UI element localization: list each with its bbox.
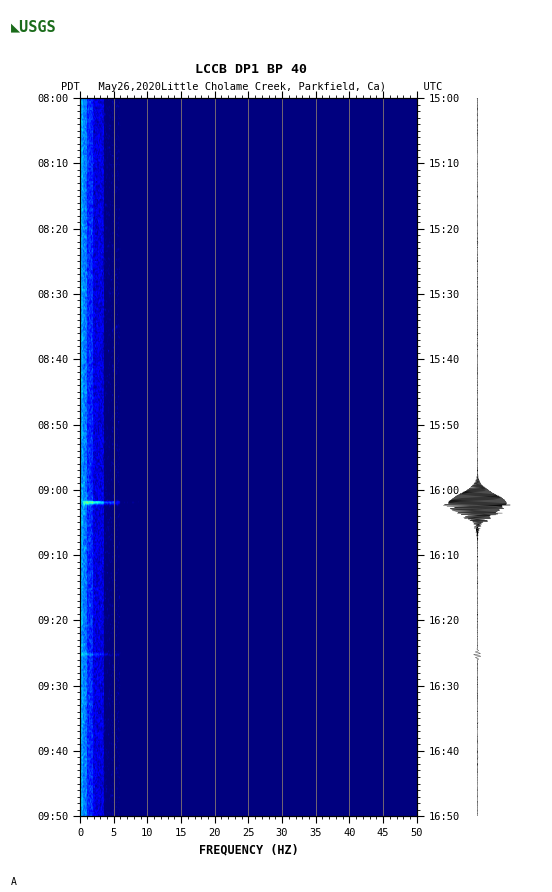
X-axis label: FREQUENCY (HZ): FREQUENCY (HZ) [199,844,298,856]
Text: ◣USGS: ◣USGS [11,20,57,35]
Text: A: A [11,877,17,887]
Text: PDT   May26,2020Little Cholame Creek, Parkfield, Ca)      UTC: PDT May26,2020Little Cholame Creek, Park… [61,82,442,92]
Text: LCCB DP1 BP 40: LCCB DP1 BP 40 [195,62,307,76]
